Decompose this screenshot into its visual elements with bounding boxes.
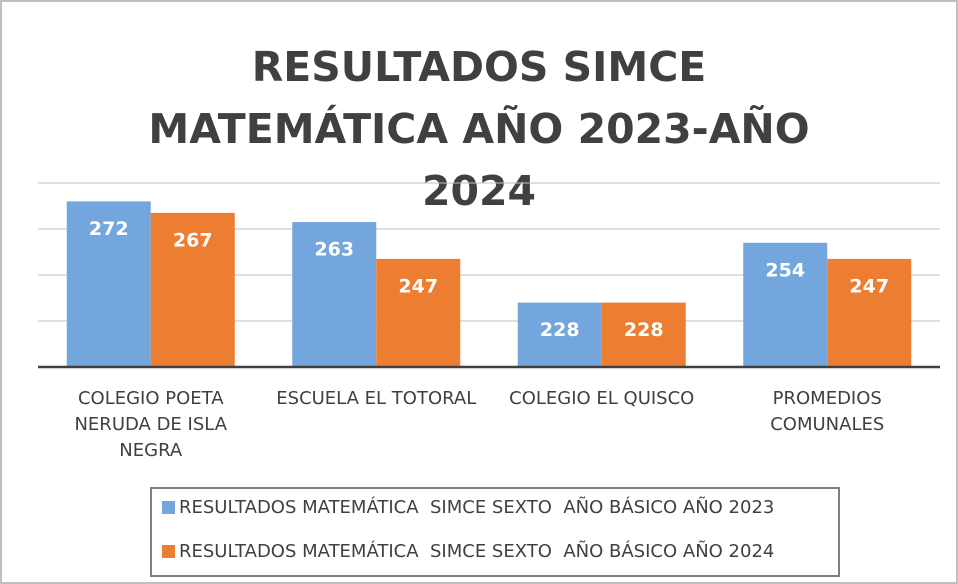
chart-title: RESULTADOS SIMCE MATEMÁTICA AÑO 2023-AÑO…: [148, 43, 810, 215]
x-tick-label: ESCUELA EL TOTORAL: [276, 388, 477, 409]
x-tick-label: PROMEDIOS COMUNALES: [770, 388, 885, 435]
bar: [743, 242, 828, 367]
data-label: 263: [314, 239, 354, 261]
bar: [517, 302, 602, 367]
data-label: 247: [398, 275, 438, 297]
legend-swatch: [162, 545, 175, 558]
bar: [150, 212, 235, 367]
data-label: 228: [540, 319, 580, 341]
x-tick-label: COLEGIO POETA NERUDA DE ISLA NEGRA: [74, 388, 228, 461]
bar: [601, 302, 686, 367]
x-tick-label: COLEGIO EL QUISCO: [509, 388, 695, 409]
data-label: 247: [849, 275, 889, 297]
legend: RESULTADOS MATEMÁTICA SIMCE SEXTO AÑO BÁ…: [150, 487, 840, 577]
data-label: 254: [765, 259, 805, 281]
legend-label: RESULTADOS MATEMÁTICA SIMCE SEXTO AÑO BÁ…: [179, 541, 775, 562]
data-label: 272: [89, 218, 129, 240]
bar: [292, 222, 377, 367]
data-label: 228: [624, 319, 664, 341]
legend-item: RESULTADOS MATEMÁTICA SIMCE SEXTO AÑO BÁ…: [162, 497, 774, 518]
bar: [827, 258, 912, 367]
data-label: 267: [173, 229, 213, 251]
bar: [376, 258, 461, 367]
bar: [66, 201, 151, 367]
legend-swatch: [162, 501, 175, 514]
legend-item: RESULTADOS MATEMÁTICA SIMCE SEXTO AÑO BÁ…: [162, 541, 774, 562]
legend-label: RESULTADOS MATEMÁTICA SIMCE SEXTO AÑO BÁ…: [179, 497, 775, 518]
